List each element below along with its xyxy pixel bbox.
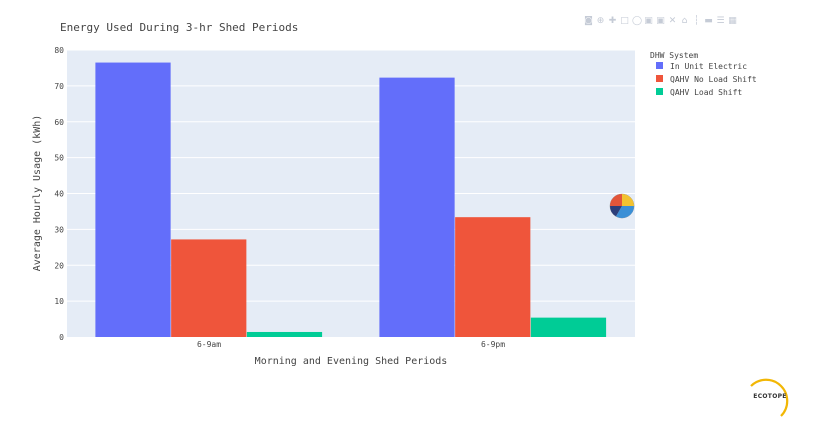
legend-item[interactable]: QAHV Load Shift	[656, 88, 742, 97]
modebar[interactable]: ◙ ⊕ ✚ □ ◯ ▣ ▣ ✕ ⌂ ┆ ▬ ☰ ▦	[584, 14, 737, 28]
zoom-in-icon[interactable]: ▣	[644, 15, 653, 26]
box-select-icon[interactable]: □	[620, 15, 629, 26]
y-axis-title: Average Hourly Usage (kWh)	[32, 115, 43, 272]
y-tick-label: 70	[54, 82, 64, 91]
axis-ticks: 0 10 20 30 40 50 60 70 80 6-9am 6-9pm	[54, 46, 505, 349]
legend-item[interactable]: In Unit Electric	[656, 62, 747, 71]
y-tick-label: 30	[54, 225, 64, 234]
bar[interactable]	[246, 331, 323, 337]
legend-title: DHW System	[650, 51, 698, 60]
zoom-out-icon[interactable]: ▣	[656, 15, 665, 26]
reset-axes-icon[interactable]: ⌂	[681, 15, 688, 26]
zoom-icon[interactable]: ⊕	[596, 15, 605, 26]
y-tick-label: 20	[54, 261, 64, 270]
legend-label: QAHV Load Shift	[670, 88, 742, 97]
y-tick-label: 40	[54, 190, 64, 199]
bar[interactable]	[379, 77, 455, 337]
bar[interactable]	[95, 62, 171, 338]
chart-title: Energy Used During 3-hr Shed Periods	[60, 21, 298, 34]
bar[interactable]	[455, 217, 531, 337]
spike-lines-icon[interactable]: ┆	[693, 15, 700, 26]
legend-swatch	[656, 75, 663, 82]
legend[interactable]: DHW System In Unit Electric QAHV No Load …	[650, 51, 757, 97]
legend-label: QAHV No Load Shift	[670, 75, 757, 84]
bars[interactable]	[95, 62, 607, 338]
legend-swatch	[656, 62, 663, 69]
logo-arc-icon	[750, 378, 789, 417]
bar[interactable]	[530, 317, 607, 337]
legend-item[interactable]: QAHV No Load Shift	[656, 75, 757, 84]
x-tick-label: 6-9am	[197, 340, 221, 349]
lasso-icon[interactable]: ◯	[632, 15, 643, 26]
legend-swatch	[656, 88, 663, 95]
plotly-logo-icon[interactable]: ▦	[728, 15, 737, 26]
ecotope-logo: ECOTOPE	[741, 378, 799, 418]
camera-icon[interactable]: ◙	[584, 15, 593, 26]
pie-cursor-icon	[609, 193, 635, 219]
logo-text: ECOTOPE	[753, 393, 787, 400]
y-tick-label: 60	[54, 118, 64, 127]
x-axis-title: Morning and Evening Shed Periods	[255, 356, 448, 367]
legend-label: In Unit Electric	[670, 62, 747, 71]
hover-closest-icon[interactable]: ▬	[704, 15, 713, 26]
pan-icon[interactable]: ✚	[608, 15, 617, 26]
y-tick-label: 0	[59, 333, 64, 342]
bar[interactable]	[171, 239, 247, 337]
y-tick-label: 10	[54, 297, 64, 306]
hover-compare-icon[interactable]: ☰	[716, 15, 725, 26]
autoscale-icon[interactable]: ✕	[668, 15, 677, 26]
y-tick-label: 50	[54, 154, 64, 163]
x-tick-label: 6-9pm	[481, 340, 505, 349]
y-tick-label: 80	[54, 46, 64, 55]
